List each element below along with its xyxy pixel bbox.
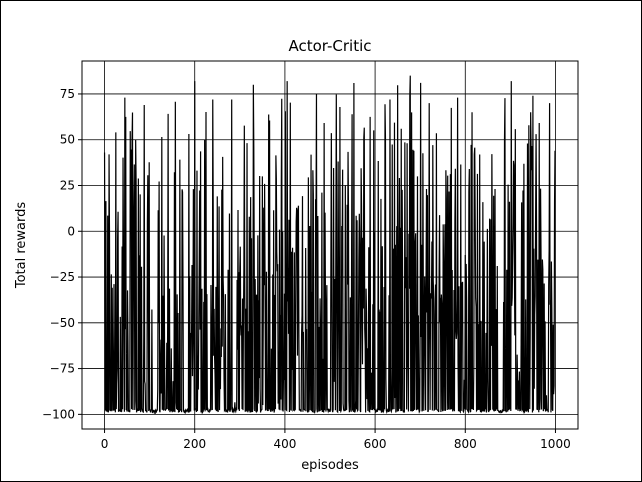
y-axis-label: Total rewards [14, 202, 29, 290]
x-tick-label: 1000 [540, 437, 571, 451]
series-layer [103, 75, 556, 415]
reward-series-line [103, 75, 556, 415]
x-tick-label: 600 [364, 437, 387, 451]
y-tick-label: −50 [50, 316, 75, 330]
x-tick-label: 400 [273, 437, 296, 451]
tick-layer: 0 200 400 600 800 1000 −100 −75 −50 −25 0 25 50 75 [42, 87, 571, 451]
x-tick-label: 200 [183, 437, 206, 451]
plot-area [81, 60, 579, 430]
y-tick-label: 50 [60, 133, 75, 147]
grid-layer [82, 61, 578, 429]
y-tick-label: −25 [50, 270, 75, 284]
y-tick-label: −100 [42, 407, 75, 421]
y-tick-label: 25 [60, 178, 75, 192]
x-axis-label: episodes [301, 458, 359, 473]
chart-title: Actor-Critic [288, 37, 371, 55]
y-tick-label: 75 [60, 87, 75, 101]
y-tick-label: 0 [67, 224, 75, 238]
y-tick-label: −75 [50, 362, 75, 376]
x-tick-label: 800 [454, 437, 477, 451]
x-tick-label: 0 [101, 437, 109, 451]
